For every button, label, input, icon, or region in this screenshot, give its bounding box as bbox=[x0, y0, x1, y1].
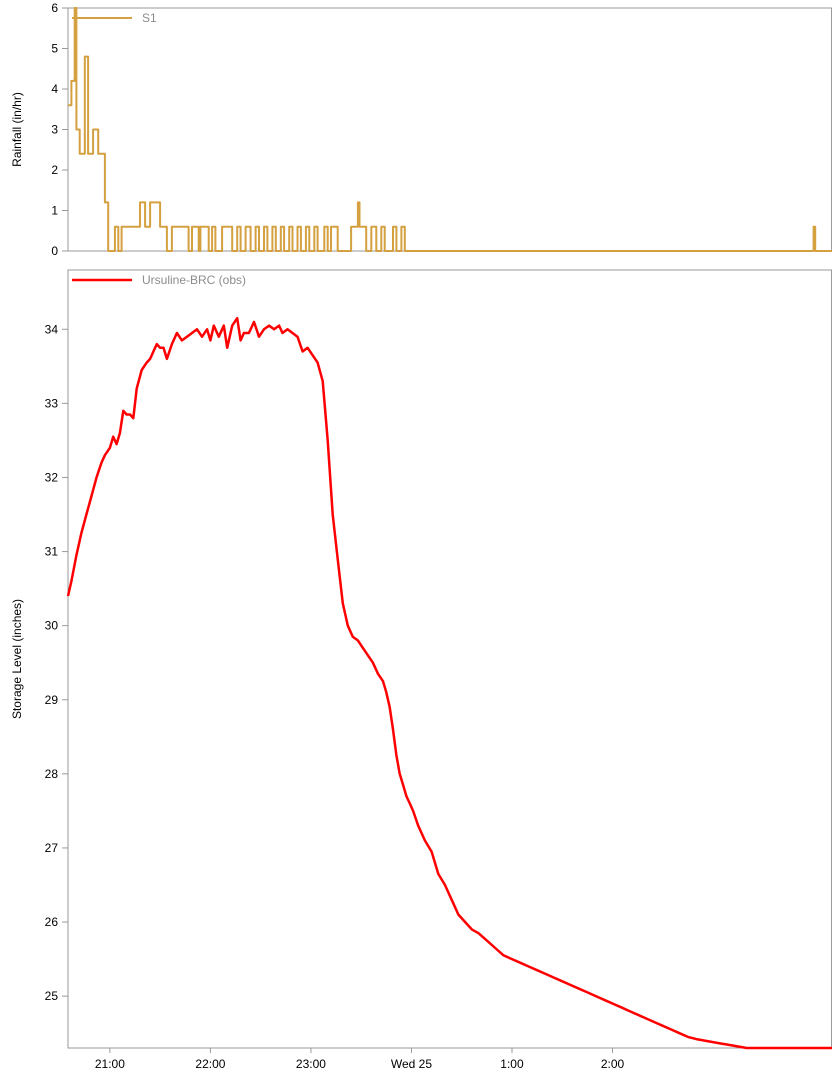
y-tick-label: 4 bbox=[51, 82, 58, 96]
y-tick-label: 5 bbox=[51, 42, 58, 56]
y-tick-label: 33 bbox=[45, 396, 59, 410]
y-tick-label: 25 bbox=[45, 989, 59, 1003]
y-tick-label: 27 bbox=[45, 841, 59, 855]
y-tick-label: 2 bbox=[51, 163, 58, 177]
x-tick-label: 2:00 bbox=[601, 1057, 625, 1071]
y-tick-label: 28 bbox=[45, 767, 59, 781]
y-tick-label: 29 bbox=[45, 693, 59, 707]
x-tick-label: 23:00 bbox=[296, 1057, 326, 1071]
x-tick-label: 21:00 bbox=[95, 1057, 125, 1071]
x-tick-label: 1:00 bbox=[500, 1057, 524, 1071]
plot-frame-1 bbox=[67, 269, 832, 1049]
legend-label: Ursuline-BRC (obs) bbox=[142, 273, 246, 287]
y-tick-label: 6 bbox=[51, 1, 58, 15]
y-tick-label: 3 bbox=[51, 123, 58, 137]
plot-frame-0 bbox=[67, 7, 832, 252]
y-tick-label: 32 bbox=[45, 470, 59, 484]
x-tick-label: Wed 25 bbox=[391, 1057, 432, 1071]
series-line-S1 bbox=[68, 7, 832, 252]
y-tick-label: 0 bbox=[51, 244, 58, 258]
y-tick-label: 30 bbox=[45, 619, 59, 633]
y-tick-label: 1 bbox=[51, 204, 58, 218]
series-line-Ursuline-BRC (obs) bbox=[66, 316, 832, 1050]
y-axis-label: Storage Level (inches) bbox=[10, 599, 24, 719]
y-tick-label: 31 bbox=[45, 545, 59, 559]
y-axis-label: Rainfall (in/hr) bbox=[10, 92, 24, 167]
y-tick-label: 34 bbox=[45, 322, 59, 336]
x-tick-label: 22:00 bbox=[195, 1057, 225, 1071]
y-tick-label: 26 bbox=[45, 915, 59, 929]
legend-label: S1 bbox=[142, 11, 157, 25]
